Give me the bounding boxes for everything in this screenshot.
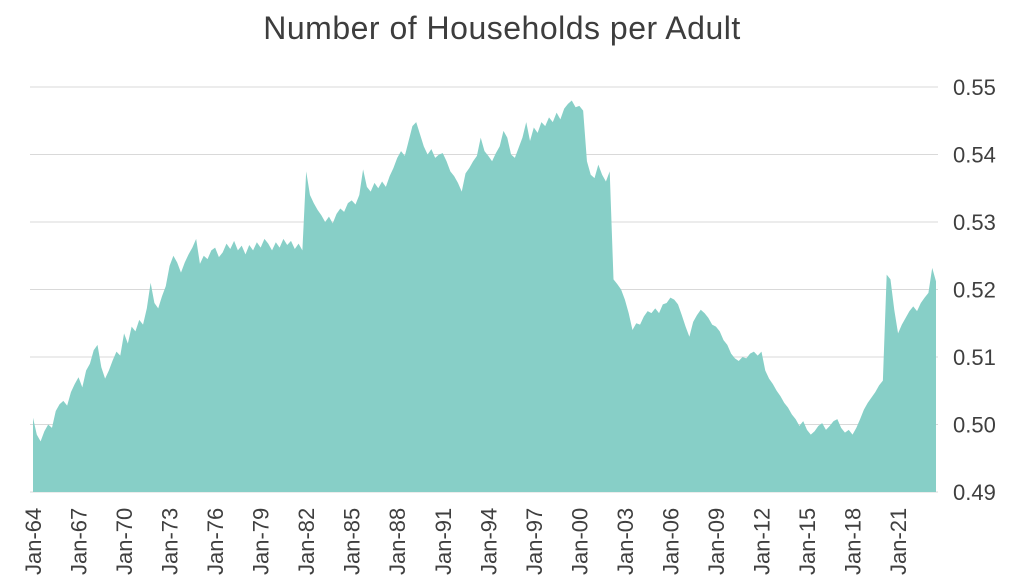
x-tick-label: Jan-21	[886, 508, 911, 575]
x-tick-label: Jan-82	[294, 508, 319, 575]
x-tick-label: Jan-03	[613, 508, 638, 575]
x-tick-label: Jan-64	[21, 508, 46, 575]
y-tick-label: 0.52	[953, 278, 996, 303]
x-tick-label: Jan-15	[795, 508, 820, 575]
x-tick-label: Jan-88	[385, 508, 410, 575]
x-tick-label: Jan-09	[704, 508, 729, 575]
x-tick-label: Jan-79	[249, 508, 274, 575]
y-tick-label: 0.55	[953, 75, 996, 100]
y-tick-label: 0.49	[953, 480, 996, 505]
x-tick-label: Jan-67	[67, 508, 92, 575]
x-tick-label: Jan-85	[340, 508, 365, 575]
x-tick-label: Jan-06	[658, 508, 683, 575]
x-tick-label: Jan-12	[749, 508, 774, 575]
area-series	[33, 100, 936, 492]
y-tick-label: 0.54	[953, 143, 996, 168]
x-tick-label: Jan-73	[158, 508, 183, 575]
y-tick-label: 0.51	[953, 345, 996, 370]
chart-title: Number of Households per Adult	[263, 10, 741, 46]
x-tick-label: Jan-76	[203, 508, 228, 575]
x-tick-label: Jan-70	[112, 508, 137, 575]
x-tick-label: Jan-18	[841, 508, 866, 575]
y-tick-label: 0.53	[953, 210, 996, 235]
x-tick-label: Jan-91	[431, 508, 456, 575]
y-tick-label: 0.50	[953, 413, 996, 438]
x-tick-label: Jan-00	[567, 508, 592, 575]
x-tick-label: Jan-94	[476, 508, 501, 575]
x-tick-label: Jan-97	[522, 508, 547, 575]
